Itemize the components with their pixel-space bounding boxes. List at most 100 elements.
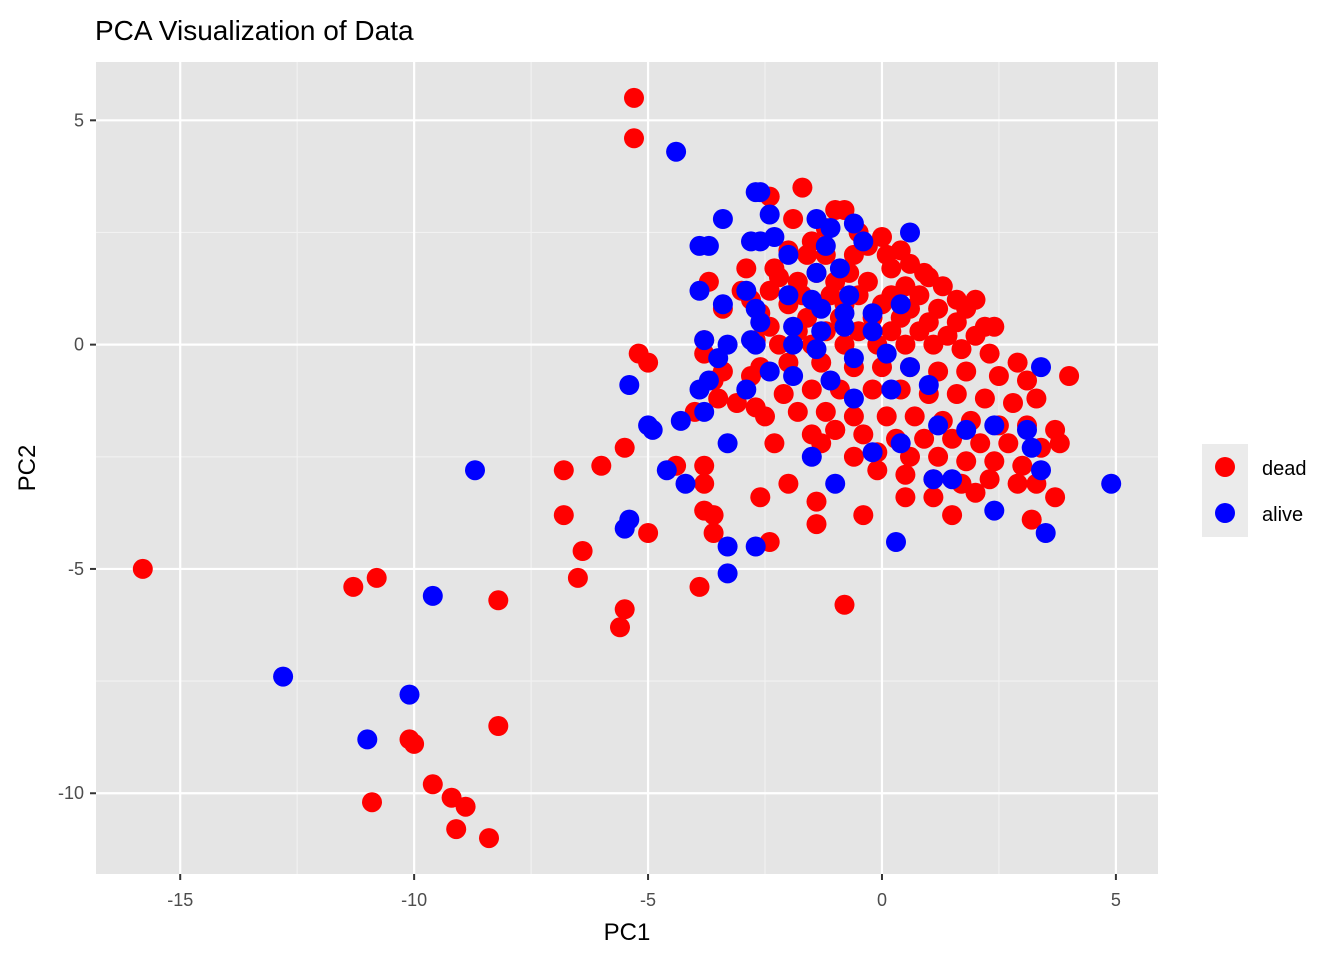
data-point-dead [343, 576, 364, 597]
data-point-alive [1017, 419, 1037, 440]
data-point-alive [712, 294, 733, 315]
data-point-alive [900, 357, 920, 378]
data-point-dead [923, 334, 944, 355]
y-tick-label: -10 [58, 783, 84, 803]
data-point-alive [918, 375, 939, 395]
x-tick-label: 5 [1111, 890, 1121, 910]
data-point-dead [1021, 509, 1042, 530]
data-point-dead [610, 617, 630, 638]
data-point-alive [829, 258, 850, 279]
data-point-dead [876, 406, 897, 427]
data-point-alive [783, 334, 804, 355]
data-point-alive [759, 361, 780, 382]
data-point-alive [862, 303, 883, 324]
data-point-alive [656, 460, 677, 481]
data-point-alive [783, 316, 804, 337]
legend-key-dead [1215, 457, 1235, 477]
data-point-dead [708, 388, 729, 409]
data-point-alive [801, 446, 822, 467]
data-point-dead [764, 433, 785, 454]
data-point-alive [834, 316, 855, 337]
data-point-alive [465, 460, 485, 481]
data-point-alive [820, 370, 841, 391]
x-axis-label: PC1 [604, 919, 651, 946]
data-point-dead [965, 325, 986, 346]
data-point-alive [670, 410, 691, 431]
data-point-alive [820, 218, 841, 238]
data-point-alive [853, 231, 874, 252]
data-point-dead [773, 384, 794, 404]
data-point-dead [904, 406, 925, 427]
data-point-dead [801, 379, 822, 400]
legend: dead alive [1202, 444, 1307, 537]
data-point-alive [942, 469, 963, 490]
y-tick-label: 0 [74, 335, 84, 355]
data-point-alive [783, 366, 804, 386]
data-point-dead [843, 446, 864, 467]
data-point-dead [404, 733, 425, 754]
data-point-alive [843, 213, 864, 234]
data-point-dead [703, 505, 724, 526]
data-point-dead [965, 482, 986, 503]
data-point-dead [988, 366, 1009, 386]
data-point-alive [778, 285, 799, 306]
data-point-alive [750, 312, 771, 333]
data-point-dead [951, 339, 972, 360]
series-alive [273, 141, 1122, 750]
data-point-dead [787, 401, 808, 422]
y-axis-label: PC2 [14, 445, 41, 492]
data-point-dead [862, 379, 883, 400]
data-point-dead [792, 177, 813, 198]
data-point-alive [614, 518, 635, 539]
data-point-alive [862, 321, 883, 342]
data-point-alive [750, 182, 771, 203]
data-point-dead [1007, 352, 1028, 373]
legend-label-alive: alive [1262, 504, 1303, 526]
data-point-alive [694, 330, 715, 351]
data-point-alive [890, 433, 911, 454]
data-point-dead [956, 451, 977, 472]
data-point-dead [750, 487, 771, 508]
data-point-dead [979, 343, 1000, 364]
data-point-dead [638, 523, 659, 543]
data-point-alive [923, 469, 944, 490]
x-axis: -15 -10 -5 0 5 [167, 874, 1121, 910]
data-point-alive [736, 280, 757, 301]
data-point-alive [712, 209, 733, 229]
x-tick-label: -15 [167, 890, 193, 910]
data-point-alive [1031, 357, 1051, 378]
data-point-alive [843, 388, 864, 409]
data-point-alive [1031, 460, 1051, 481]
data-point-dead [366, 567, 387, 588]
data-point-alive [689, 379, 710, 400]
data-point-alive [984, 500, 1005, 521]
data-point-dead [909, 321, 930, 342]
data-point-alive [815, 235, 836, 256]
data-point-alive [745, 334, 766, 355]
data-point-alive [1035, 523, 1056, 543]
y-tick-label: 5 [74, 110, 84, 130]
data-point-alive [717, 433, 738, 454]
data-point-dead [881, 258, 902, 279]
data-point-dead [422, 774, 443, 795]
data-point-dead [755, 406, 775, 427]
data-point-dead [984, 316, 1005, 337]
legend-key-alive [1215, 503, 1235, 523]
data-point-dead [132, 558, 153, 579]
data-point-dead [689, 576, 710, 597]
data-point-dead [703, 523, 724, 543]
data-point-dead [736, 258, 757, 279]
data-point-dead [895, 464, 916, 485]
data-point-alive [717, 563, 738, 584]
data-point-dead [1003, 393, 1023, 413]
data-point-dead [567, 567, 588, 588]
data-point-dead [759, 280, 780, 301]
data-point-alive [876, 343, 897, 364]
data-point-dead [769, 334, 789, 355]
data-point-alive [689, 280, 710, 301]
data-point-dead [1045, 487, 1066, 508]
data-point-dead [806, 491, 827, 512]
data-point-alive [862, 442, 883, 463]
data-point-dead [825, 419, 846, 440]
